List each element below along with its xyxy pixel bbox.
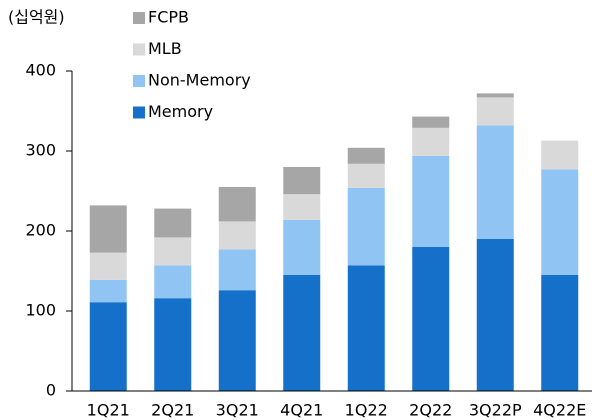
bar (89, 302, 127, 391)
bar (218, 249, 256, 291)
bar (347, 147, 385, 164)
bar (89, 205, 127, 253)
x-tick-label: 2Q22 (409, 401, 452, 420)
bar (412, 155, 450, 247)
x-tick-label: 3Q21 (216, 401, 259, 420)
x-tick-label: 4Q22E (533, 401, 586, 420)
bar (283, 275, 321, 391)
legend-swatch (133, 106, 145, 119)
bar (283, 167, 321, 195)
bar (476, 239, 514, 391)
legend-label: Memory (148, 102, 213, 121)
bar (154, 237, 192, 266)
bar (89, 252, 127, 280)
bar (347, 163, 385, 188)
bar (89, 279, 127, 303)
y-tick-label: 100 (25, 301, 56, 320)
bar (218, 187, 256, 222)
bar (412, 116, 450, 128)
legend-label: MLB (148, 39, 182, 58)
legend-swatch (133, 12, 145, 24)
legend-swatch (133, 75, 145, 87)
legend-label: FCPB (148, 8, 189, 27)
bar (476, 93, 514, 98)
x-tick-label: 2Q21 (151, 401, 194, 420)
bar (283, 194, 321, 220)
y-tick-label: 300 (25, 141, 56, 160)
bar (347, 265, 385, 391)
bar (283, 219, 321, 275)
x-tick-label: 1Q21 (87, 401, 130, 420)
bar (154, 298, 192, 391)
bar (476, 97, 514, 126)
y-tick-label: 200 (25, 221, 56, 240)
bar (154, 265, 192, 299)
x-tick-label: 4Q21 (280, 401, 323, 420)
legend-swatch (133, 43, 145, 56)
bar (541, 169, 579, 275)
y-tick-label: 0 (46, 381, 56, 400)
bar (541, 140, 579, 170)
bar (476, 125, 514, 239)
bar (347, 187, 385, 266)
bar (541, 275, 579, 391)
bar (154, 208, 192, 238)
legend-label: Non-Memory (148, 71, 251, 90)
y-axis-label: (십억원) (8, 8, 65, 27)
bar (412, 247, 450, 391)
x-tick-label: 3Q22P (469, 401, 522, 420)
y-tick-label: 400 (25, 61, 56, 80)
bar (412, 127, 450, 156)
bar (218, 221, 256, 250)
bar (218, 290, 256, 391)
x-tick-label: 1Q22 (345, 401, 388, 420)
